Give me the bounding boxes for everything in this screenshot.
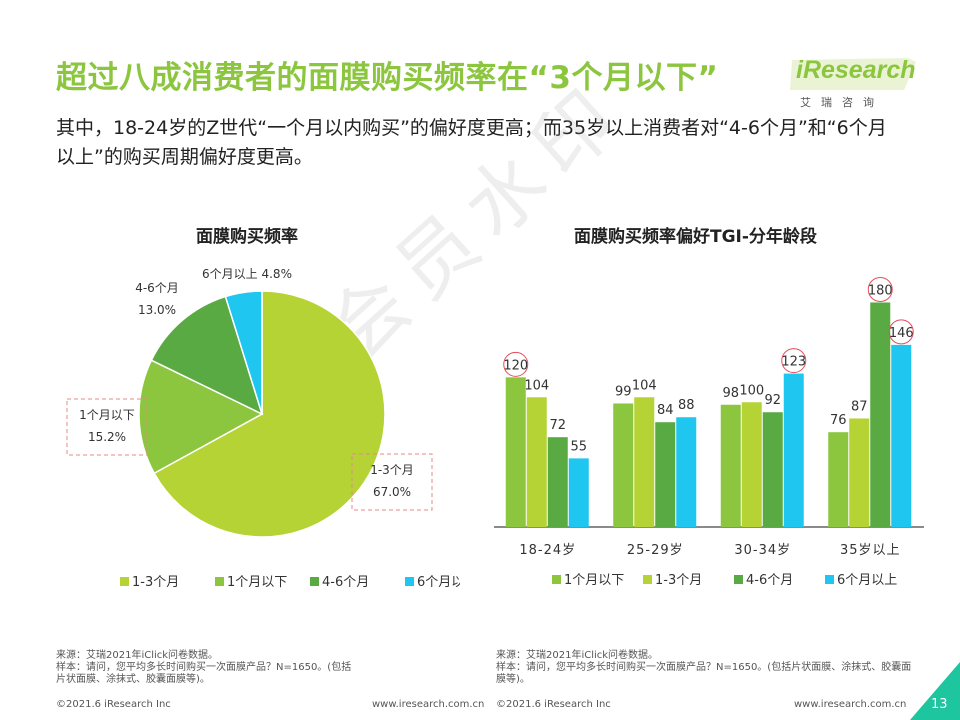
bar (505, 377, 526, 527)
x-tick-label: 18-24岁 (519, 543, 576, 558)
highlight-circle (888, 319, 914, 345)
bar (634, 397, 655, 527)
legend-swatch (405, 577, 414, 586)
logo-swoosh-icon (790, 58, 916, 90)
highlight-circle (503, 351, 529, 377)
bar-value-label: 92 (764, 393, 781, 408)
slice-label: 6个月以上 4.8% (202, 267, 292, 281)
page-corner-triangle (910, 662, 960, 720)
legend-swatch (310, 577, 319, 586)
bar (870, 302, 891, 527)
slice-label: 1-3个月 (370, 463, 414, 477)
legend-label: 1-3个月 (655, 573, 702, 588)
bar (547, 437, 568, 527)
x-tick-label: 30-34岁 (734, 543, 791, 558)
highlight-circle (781, 348, 807, 374)
page-subtitle: 其中，18-24岁的Z世代“一个月以内购买”的偏好度更高；而35岁以上消费者对“… (56, 117, 887, 168)
bar-value-label: 72 (549, 418, 566, 433)
pie-chart-title: 面膜购买频率 (196, 227, 298, 247)
bar-value-label: 98 (722, 386, 739, 401)
bar-value-label: 88 (678, 398, 695, 413)
page-title: 超过八成消费者的面膜购买频率在“3个月以下” (56, 60, 719, 96)
bar-value-label: 100 (739, 383, 764, 398)
bar (849, 418, 870, 527)
legend-swatch (215, 577, 224, 586)
left-source: 来源：艾瑞2021年iClick问卷数据。 (56, 650, 219, 661)
pie-slice (224, 290, 263, 415)
x-tick-label: 35岁以上 (840, 543, 901, 558)
bar (828, 432, 849, 527)
website-left[interactable]: www.iresearch.com.cn (372, 699, 485, 710)
bar-value-label: 180 (868, 283, 893, 298)
copyright-left: ©2021.6 iResearch Inc (56, 699, 171, 710)
left-sample: 样本：请问，您平均多长时间购买一次面膜产品？N=1650。(包括片状面膜、涂抹式… (56, 662, 352, 685)
bar-value-label: 87 (851, 399, 868, 414)
bar (741, 402, 762, 527)
bar-value-label: 104 (524, 378, 549, 393)
right-sample: 样本：请问，您平均多长时间购买一次面膜产品？N=1650。(包括片状面膜、涂抹式… (496, 662, 912, 685)
bar (783, 373, 804, 527)
pie-slice (138, 359, 264, 475)
bar-value-label: 123 (781, 355, 806, 370)
bar-value-label: 146 (889, 326, 914, 341)
bar-value-label: 76 (830, 413, 847, 428)
slice-value-label: 15.2% (88, 430, 126, 444)
website-right[interactable]: www.iresearch.com.cn (794, 699, 907, 710)
legend-label: 1个月以下 (227, 575, 287, 590)
bar (891, 344, 912, 527)
slice-label: 4-6个月 (135, 281, 179, 295)
bar-value-label: 55 (570, 439, 587, 454)
right-source: 来源：艾瑞2021年iClick问卷数据。 (496, 650, 659, 661)
bar (526, 397, 547, 527)
bar (613, 403, 634, 527)
legend-swatch (552, 575, 561, 584)
logo-text: iResearch (796, 56, 916, 84)
right-source-note: 来源：艾瑞2021年iClick问卷数据。 样本：请问，您平均多长时间购买一次面… (496, 650, 916, 686)
pie-slice (153, 290, 386, 538)
legend-swatch (643, 575, 652, 584)
slice-value-label: 67.0% (373, 485, 411, 499)
bar-value-label: 104 (632, 378, 657, 393)
slice-label-box (351, 453, 433, 511)
legend-label: 4-6个月 (746, 573, 793, 588)
legend-swatch (120, 577, 129, 586)
page-number: 13 (931, 697, 948, 712)
highlight-circle (867, 276, 893, 302)
bar-value-label: 120 (503, 358, 528, 373)
logo-subtext: 艾瑞咨询 (800, 96, 884, 109)
bar (568, 458, 589, 527)
iresearch-logo: iResearch 艾瑞咨询 (790, 56, 930, 112)
legend-label: 1-3个月 (132, 575, 179, 590)
bar-chart-title: 面膜购买频率偏好TGI-分年龄段 (574, 227, 817, 247)
bar (762, 412, 783, 527)
x-tick-label: 25-29岁 (627, 543, 684, 558)
bar-value-label: 84 (657, 403, 674, 418)
legend-label: 6个月以上 (417, 575, 460, 590)
legend-swatch (825, 575, 834, 584)
slice-label: 1个月以下 (79, 408, 135, 422)
legend-label: 4-6个月 (322, 575, 369, 590)
copyright-right: ©2021.6 iResearch Inc (496, 699, 611, 710)
left-source-note: 来源：艾瑞2021年iClick问卷数据。 样本：请问，您平均多长时间购买一次面… (56, 650, 356, 686)
slice-value-label: 13.0% (138, 303, 176, 317)
slice-label-box (66, 398, 148, 456)
pie-chart: 1-3个月 67.0% 1个月以下 15.2% 4-6个月 13.0% 6个月以上 4.8%… (66, 267, 460, 590)
bar-value-label: 99 (615, 385, 632, 400)
legend-label: 6个月以上 (837, 573, 897, 588)
legend-swatch (734, 575, 743, 584)
bar (676, 417, 697, 527)
bar (720, 404, 741, 527)
bar (655, 422, 676, 527)
legend-label: 1个月以下 (564, 573, 624, 588)
